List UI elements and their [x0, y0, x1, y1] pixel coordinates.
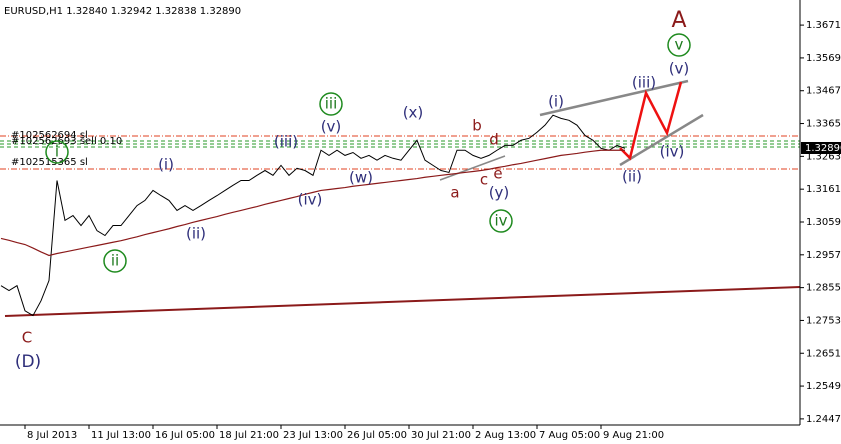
wave-label: (v) — [321, 118, 342, 136]
wave-label: i — [55, 143, 59, 161]
order-label: #102515365 sl — [11, 157, 88, 168]
order-label: #102562694 sl — [11, 130, 88, 141]
wave-label: (iv) — [660, 143, 685, 161]
y-tick-label: 1.24470 — [806, 414, 841, 425]
y-tick-label: 1.29570 — [806, 250, 841, 261]
wave-label: (v) — [669, 60, 690, 78]
x-tick-label: 7 Aug 05:00 — [539, 430, 600, 441]
wave-label: (w) — [349, 169, 373, 187]
y-tick-label: 1.28550 — [806, 283, 841, 294]
wave-label: (D) — [15, 352, 41, 372]
wave-label: A — [671, 8, 686, 33]
x-tick-label: 8 Jul 2013 — [27, 430, 77, 441]
wave-label: v — [675, 36, 684, 54]
wave-label: (y) — [489, 184, 510, 202]
wave-label: ii — [111, 252, 119, 270]
y-tick-label: 1.31610 — [806, 184, 841, 195]
y-tick-label: 1.35690 — [806, 53, 841, 64]
wave-circle — [667, 33, 691, 57]
x-tick-label: 30 Jul 21:00 — [411, 430, 471, 441]
wave-circle — [45, 140, 69, 164]
y-tick-label: 1.27530 — [806, 315, 841, 326]
wave-label: (ii) — [186, 225, 206, 243]
order-label: #102562693 sell 0.10 — [11, 136, 122, 147]
y-tick-label: 1.26510 — [806, 348, 841, 359]
x-tick-label: 11 Jul 13:00 — [91, 430, 151, 441]
price-line — [0, 114, 626, 317]
last-price-label: 1.32890 — [805, 143, 841, 154]
wave-label: e — [493, 165, 502, 183]
wave-label: (iii) — [274, 133, 298, 151]
wave-label: (x) — [403, 104, 424, 122]
x-tick-label: 2 Aug 13:00 — [475, 430, 536, 441]
trendline — [439, 155, 506, 181]
wave-label: c — [480, 171, 488, 189]
wave-label: C — [22, 329, 32, 347]
y-tick-label: 1.34670 — [806, 86, 841, 97]
y-tick-label: 1.32630 — [806, 151, 841, 162]
wave-label: (i) — [548, 93, 564, 111]
x-tick-label: 23 Jul 13:00 — [283, 430, 343, 441]
y-tick-label: 1.36710 — [806, 20, 841, 31]
moving-average — [0, 149, 625, 257]
y-tick-label: 1.33650 — [806, 119, 841, 130]
chart-title: EURUSD,H1 1.32840 1.32942 1.32838 1.3289… — [4, 6, 241, 17]
wave-label: iv — [494, 212, 507, 230]
x-tick-label: 18 Jul 21:00 — [219, 430, 279, 441]
wave-label: (ii) — [622, 168, 642, 186]
wave-circle — [319, 92, 343, 116]
wave-label: d — [489, 131, 499, 149]
x-tick-label: 26 Jul 05:00 — [347, 430, 407, 441]
forecast-path — [619, 81, 683, 161]
x-tick-label: 16 Jul 05:00 — [155, 430, 215, 441]
wave-circle — [103, 249, 127, 273]
wave-circle — [489, 209, 513, 233]
long-moving-average — [4, 286, 801, 317]
wave-label: iii — [325, 95, 338, 113]
wave-label: b — [472, 117, 482, 135]
trendline — [619, 113, 704, 167]
y-tick-label: 1.30590 — [806, 217, 841, 228]
y-tick-label: 1.25490 — [806, 381, 841, 392]
wave-label: a — [450, 184, 459, 202]
plot-area — [0, 79, 801, 317]
wave-label: (iv) — [298, 191, 323, 209]
wave-label: (iii) — [632, 74, 656, 92]
wave-label: (i) — [158, 156, 174, 174]
last-price-box — [801, 141, 841, 154]
trendline — [539, 79, 689, 117]
x-tick-label: 9 Aug 21:00 — [603, 430, 664, 441]
